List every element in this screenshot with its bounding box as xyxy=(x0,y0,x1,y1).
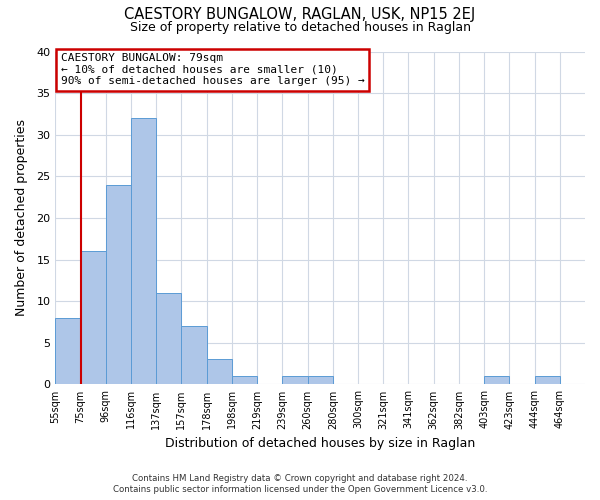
Bar xyxy=(156,293,181,384)
Bar xyxy=(80,252,106,384)
X-axis label: Distribution of detached houses by size in Raglan: Distribution of detached houses by size … xyxy=(165,437,475,450)
Text: CAESTORY BUNGALOW: 79sqm
← 10% of detached houses are smaller (10)
90% of semi-d: CAESTORY BUNGALOW: 79sqm ← 10% of detach… xyxy=(61,53,364,86)
Bar xyxy=(206,360,232,384)
Text: Contains HM Land Registry data © Crown copyright and database right 2024.
Contai: Contains HM Land Registry data © Crown c… xyxy=(113,474,487,494)
Bar xyxy=(308,376,333,384)
Text: Size of property relative to detached houses in Raglan: Size of property relative to detached ho… xyxy=(130,21,470,34)
Y-axis label: Number of detached properties: Number of detached properties xyxy=(15,120,28,316)
Bar xyxy=(106,184,131,384)
Bar xyxy=(181,326,206,384)
Bar xyxy=(232,376,257,384)
Bar xyxy=(283,376,308,384)
Bar xyxy=(55,318,80,384)
Bar xyxy=(535,376,560,384)
Bar xyxy=(484,376,509,384)
Bar xyxy=(131,118,156,384)
Text: CAESTORY BUNGALOW, RAGLAN, USK, NP15 2EJ: CAESTORY BUNGALOW, RAGLAN, USK, NP15 2EJ xyxy=(124,8,476,22)
